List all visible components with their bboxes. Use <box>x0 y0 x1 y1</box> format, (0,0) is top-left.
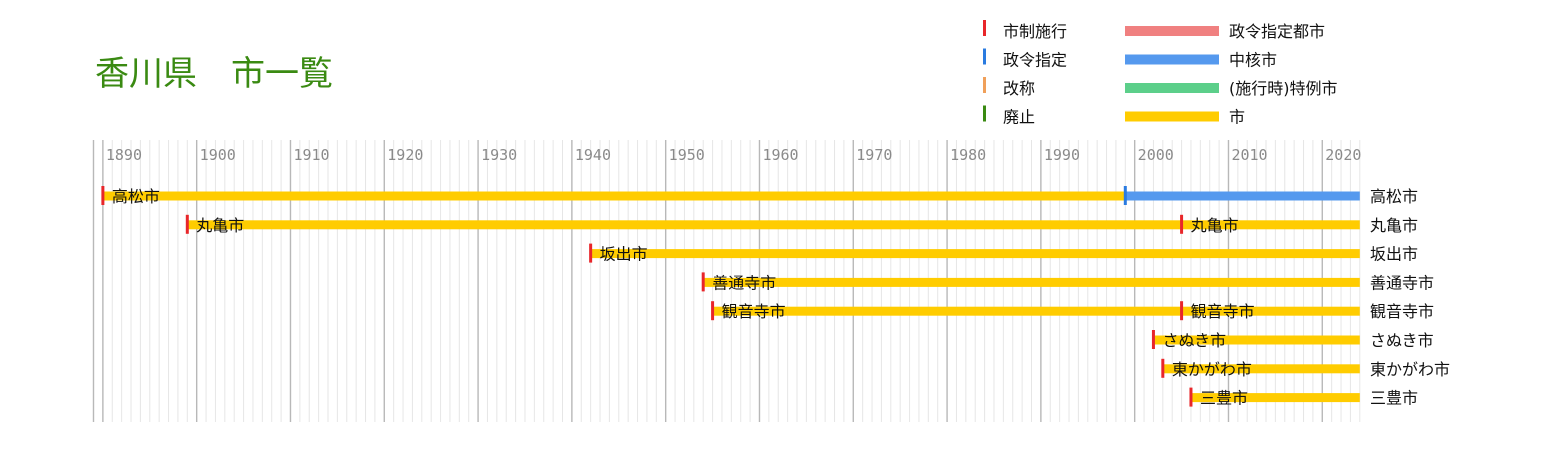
timeline-bar-segment <box>1190 393 1360 403</box>
city-end-label: 観音寺市 <box>1370 302 1434 321</box>
event-marker <box>589 243 593 263</box>
event-marker <box>1161 358 1165 378</box>
event-label: 高松市 <box>112 187 160 206</box>
event-marker <box>1123 186 1127 205</box>
event-label: 坂出市 <box>600 245 648 264</box>
timeline-bar-segment <box>1125 191 1360 201</box>
legend-event-label: 改称 <box>1003 79 1035 98</box>
timeline-bar-segment <box>712 306 1360 316</box>
x-tick-label: 1900 <box>200 146 236 164</box>
x-tick-label: 1980 <box>950 146 986 164</box>
event-label: さぬき市 <box>1162 331 1226 350</box>
event-label: 観音寺市 <box>1191 302 1255 321</box>
city-row: 観音寺市 観音寺市 観音寺市 <box>711 301 1434 321</box>
event-label: 東かがわ市 <box>1172 360 1252 379</box>
event-label: 観音寺市 <box>722 302 786 321</box>
timeline-bar-segment <box>703 277 1360 287</box>
event-marker <box>1180 214 1184 234</box>
legend-event-marker <box>983 105 986 122</box>
event-label: 三豊市 <box>1200 389 1248 408</box>
x-tick-label: 1990 <box>1044 146 1080 164</box>
x-tick-label: 1910 <box>293 146 329 164</box>
event-label: 丸亀市 <box>196 216 244 235</box>
legend-type-swatch <box>1125 54 1219 65</box>
timeline-bar-segment <box>1153 335 1360 345</box>
legend-type-label: 中核市 <box>1229 51 1277 70</box>
city-end-label: 善通寺市 <box>1370 273 1434 292</box>
event-label: 丸亀市 <box>1191 216 1239 235</box>
timeline-bar-segment <box>590 249 1360 259</box>
legend-event-label: 廃止 <box>1003 108 1035 127</box>
legend-type-label: (施行時)特例市 <box>1229 79 1338 98</box>
city-end-label: さぬき市 <box>1370 331 1434 350</box>
x-tick-label: 2020 <box>1325 146 1361 164</box>
x-tick-label: 1920 <box>387 146 423 164</box>
legend-type-label: 政令指定都市 <box>1229 22 1325 41</box>
event-marker <box>711 301 715 321</box>
legend-type-swatch <box>1125 26 1219 36</box>
x-tick-label: 1950 <box>669 146 705 164</box>
x-tick-label: 1970 <box>856 146 892 164</box>
timeline-bar-segment <box>187 220 1360 230</box>
event-marker <box>1151 330 1155 349</box>
legend-type-label: 市 <box>1229 108 1245 127</box>
city-end-label: 三豊市 <box>1370 389 1418 408</box>
legend-type-swatch <box>1125 111 1219 122</box>
chart-title: 香川県 市一覧 <box>95 54 333 94</box>
year-ticks: 1890 1900 1910 1920 1930 1940 1950 1960 1970 1980… <box>106 146 1362 164</box>
city-row: 東かがわ市 東かがわ市 <box>1161 358 1450 379</box>
city-row: 三豊市 三豊市 <box>1189 387 1418 408</box>
city-row: 坂出市 坂出市 <box>589 243 1418 264</box>
x-tick-label: 1890 <box>106 146 142 164</box>
legend-event-marker <box>983 77 986 93</box>
legend-event-marker <box>983 48 986 65</box>
city-end-label: 丸亀市 <box>1370 216 1418 235</box>
legend-event-label: 市制施行 <box>1003 22 1067 41</box>
city-row: 高松市 高松市 <box>101 186 1418 206</box>
event-marker <box>701 272 705 292</box>
x-tick-label: 1940 <box>575 146 611 164</box>
event-marker <box>1180 301 1184 321</box>
legend-event-marker <box>983 20 986 36</box>
timeline-bar-segment <box>1162 364 1360 374</box>
legend-event-label: 政令指定 <box>1003 51 1067 70</box>
event-marker <box>185 214 189 234</box>
city-end-label: 高松市 <box>1370 187 1418 206</box>
timeline-bar-segment <box>102 191 1126 201</box>
event-marker <box>1189 387 1193 407</box>
x-tick-label: 1930 <box>481 146 517 164</box>
x-tick-label: 2000 <box>1138 146 1174 164</box>
x-tick-label: 1960 <box>762 146 798 164</box>
city-row: 善通寺市 善通寺市 <box>701 272 1434 292</box>
legend-type-swatch <box>1125 83 1219 93</box>
event-label: 善通寺市 <box>712 273 776 292</box>
city-end-label: 坂出市 <box>1370 245 1418 264</box>
city-end-label: 東かがわ市 <box>1370 360 1450 379</box>
x-tick-label: 2010 <box>1231 146 1267 164</box>
city-row: さぬき市 さぬき市 <box>1151 330 1434 350</box>
city-row: 丸亀市 丸亀市 丸亀市 <box>185 214 1418 235</box>
event-marker <box>101 186 105 205</box>
